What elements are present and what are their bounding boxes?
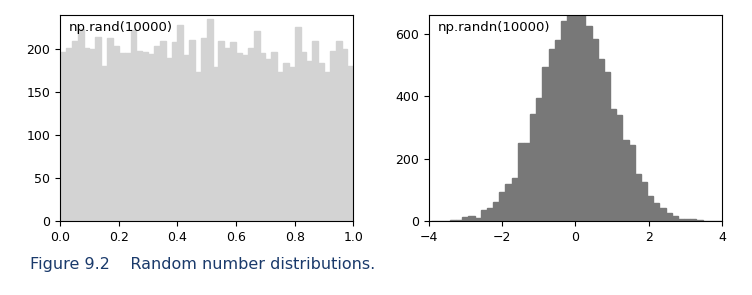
Bar bbox=[148, 54, 154, 221]
Bar bbox=[72, 41, 77, 221]
Bar bbox=[604, 72, 610, 221]
Bar bbox=[641, 182, 647, 221]
Bar bbox=[312, 41, 318, 221]
Bar bbox=[530, 114, 536, 221]
Bar bbox=[107, 38, 113, 221]
Bar bbox=[536, 98, 542, 221]
Bar bbox=[224, 48, 230, 221]
Bar bbox=[660, 208, 666, 221]
Bar bbox=[330, 51, 335, 221]
Bar bbox=[468, 216, 475, 221]
Bar bbox=[230, 42, 236, 221]
Bar bbox=[89, 49, 96, 221]
Bar bbox=[493, 202, 499, 221]
Bar bbox=[183, 55, 190, 221]
Bar bbox=[307, 61, 312, 221]
Bar bbox=[475, 218, 481, 221]
Bar bbox=[283, 63, 289, 221]
Bar bbox=[195, 72, 201, 221]
Bar bbox=[567, 12, 573, 221]
Bar bbox=[77, 30, 83, 221]
Bar bbox=[653, 204, 660, 221]
Bar bbox=[481, 210, 487, 221]
Bar bbox=[102, 65, 107, 221]
Bar bbox=[586, 26, 592, 221]
Bar bbox=[505, 184, 511, 221]
Bar bbox=[548, 50, 555, 221]
Bar bbox=[190, 40, 195, 221]
Bar bbox=[592, 39, 598, 221]
Bar bbox=[666, 213, 672, 221]
Bar bbox=[301, 52, 307, 221]
Bar bbox=[511, 178, 517, 221]
Bar bbox=[672, 216, 678, 221]
Bar bbox=[253, 31, 259, 221]
Bar bbox=[83, 48, 89, 221]
Bar bbox=[696, 220, 702, 221]
Bar bbox=[154, 46, 160, 221]
Bar bbox=[160, 41, 165, 221]
Bar bbox=[171, 42, 177, 221]
Bar bbox=[96, 37, 102, 221]
Bar bbox=[462, 217, 468, 221]
Bar bbox=[289, 67, 295, 221]
Bar bbox=[242, 55, 248, 221]
Bar bbox=[119, 53, 125, 221]
Bar bbox=[324, 72, 330, 221]
Bar bbox=[598, 59, 604, 221]
Bar bbox=[177, 25, 183, 221]
Bar bbox=[487, 209, 493, 221]
Bar bbox=[207, 19, 213, 221]
Bar bbox=[113, 46, 119, 221]
Bar bbox=[690, 219, 696, 221]
Bar bbox=[201, 38, 207, 221]
Bar bbox=[517, 143, 524, 221]
Bar bbox=[635, 174, 641, 221]
Bar bbox=[678, 219, 684, 221]
Bar bbox=[573, 9, 579, 221]
Bar bbox=[629, 145, 635, 221]
Text: Figure 9.2    Random number distributions.: Figure 9.2 Random number distributions. bbox=[30, 257, 375, 272]
Bar bbox=[136, 51, 142, 221]
Bar bbox=[142, 52, 148, 221]
Bar bbox=[456, 220, 462, 221]
Bar bbox=[499, 192, 505, 221]
Bar bbox=[524, 143, 530, 221]
Bar bbox=[213, 67, 219, 221]
Bar bbox=[341, 49, 347, 221]
Bar bbox=[265, 59, 271, 221]
Text: np.rand(10000): np.rand(10000) bbox=[69, 21, 173, 34]
Bar bbox=[60, 52, 66, 221]
Bar bbox=[295, 27, 301, 221]
Bar bbox=[450, 220, 456, 221]
Bar bbox=[347, 65, 353, 221]
Bar bbox=[623, 140, 629, 221]
Bar bbox=[647, 196, 653, 221]
Bar bbox=[131, 30, 136, 221]
Bar bbox=[165, 58, 171, 221]
Bar bbox=[555, 40, 561, 221]
Bar bbox=[318, 63, 324, 221]
Bar bbox=[219, 41, 224, 221]
Bar bbox=[277, 72, 283, 221]
Bar bbox=[271, 52, 277, 221]
Bar bbox=[561, 21, 567, 221]
Bar bbox=[335, 41, 341, 221]
Bar bbox=[248, 48, 253, 221]
Bar bbox=[259, 53, 265, 221]
Bar bbox=[579, 8, 586, 221]
Bar bbox=[684, 219, 690, 221]
Bar bbox=[542, 67, 548, 221]
Bar bbox=[617, 114, 623, 221]
Text: np.randn(10000): np.randn(10000) bbox=[438, 21, 550, 34]
Bar bbox=[610, 109, 617, 221]
Bar bbox=[125, 53, 131, 221]
Bar bbox=[66, 48, 72, 221]
Bar bbox=[236, 53, 242, 221]
